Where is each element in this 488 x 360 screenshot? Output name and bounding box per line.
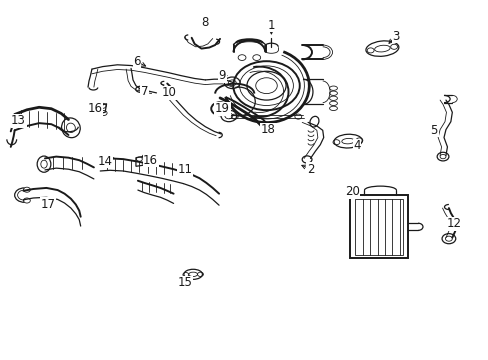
Text: 19: 19 <box>215 102 229 115</box>
Text: 4: 4 <box>352 139 360 152</box>
Text: 6: 6 <box>133 55 141 68</box>
Text: 12: 12 <box>446 217 460 230</box>
Text: 10: 10 <box>161 86 176 99</box>
Text: 1: 1 <box>267 19 275 32</box>
Text: 2: 2 <box>306 163 314 176</box>
Text: 7: 7 <box>140 85 148 98</box>
Text: 16: 16 <box>88 102 102 115</box>
Text: 5: 5 <box>429 124 437 137</box>
Text: 3: 3 <box>391 30 399 42</box>
Bar <box>354 199 403 255</box>
Text: 17: 17 <box>41 198 55 211</box>
Text: 9: 9 <box>218 69 226 82</box>
Text: 20: 20 <box>344 185 359 198</box>
Text: 14: 14 <box>98 155 112 168</box>
Text: 13: 13 <box>11 114 26 127</box>
Text: 16: 16 <box>143 154 158 167</box>
Text: 18: 18 <box>260 123 275 136</box>
Bar <box>349 195 407 258</box>
Text: 15: 15 <box>177 276 192 289</box>
Text: 11: 11 <box>177 163 192 176</box>
Text: 8: 8 <box>201 16 209 29</box>
